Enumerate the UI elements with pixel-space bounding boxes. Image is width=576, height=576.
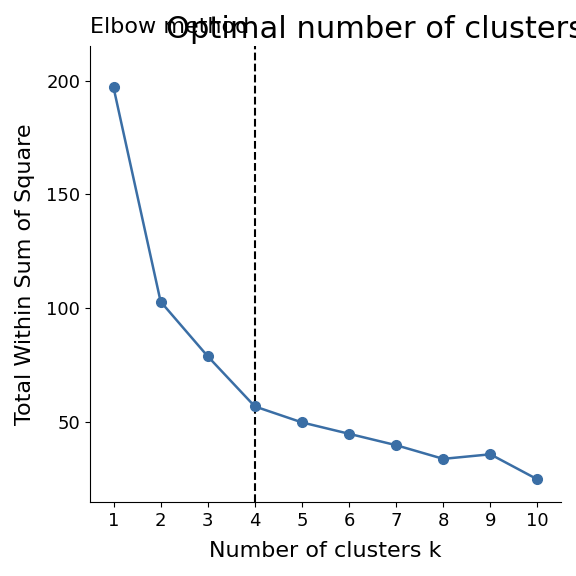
Y-axis label: Total Within Sum of Square: Total Within Sum of Square — [15, 123, 35, 425]
X-axis label: Number of clusters k: Number of clusters k — [209, 541, 442, 561]
Text: Optimal number of clusters: Optimal number of clusters — [166, 15, 576, 44]
Text: Elbow method: Elbow method — [90, 17, 249, 37]
